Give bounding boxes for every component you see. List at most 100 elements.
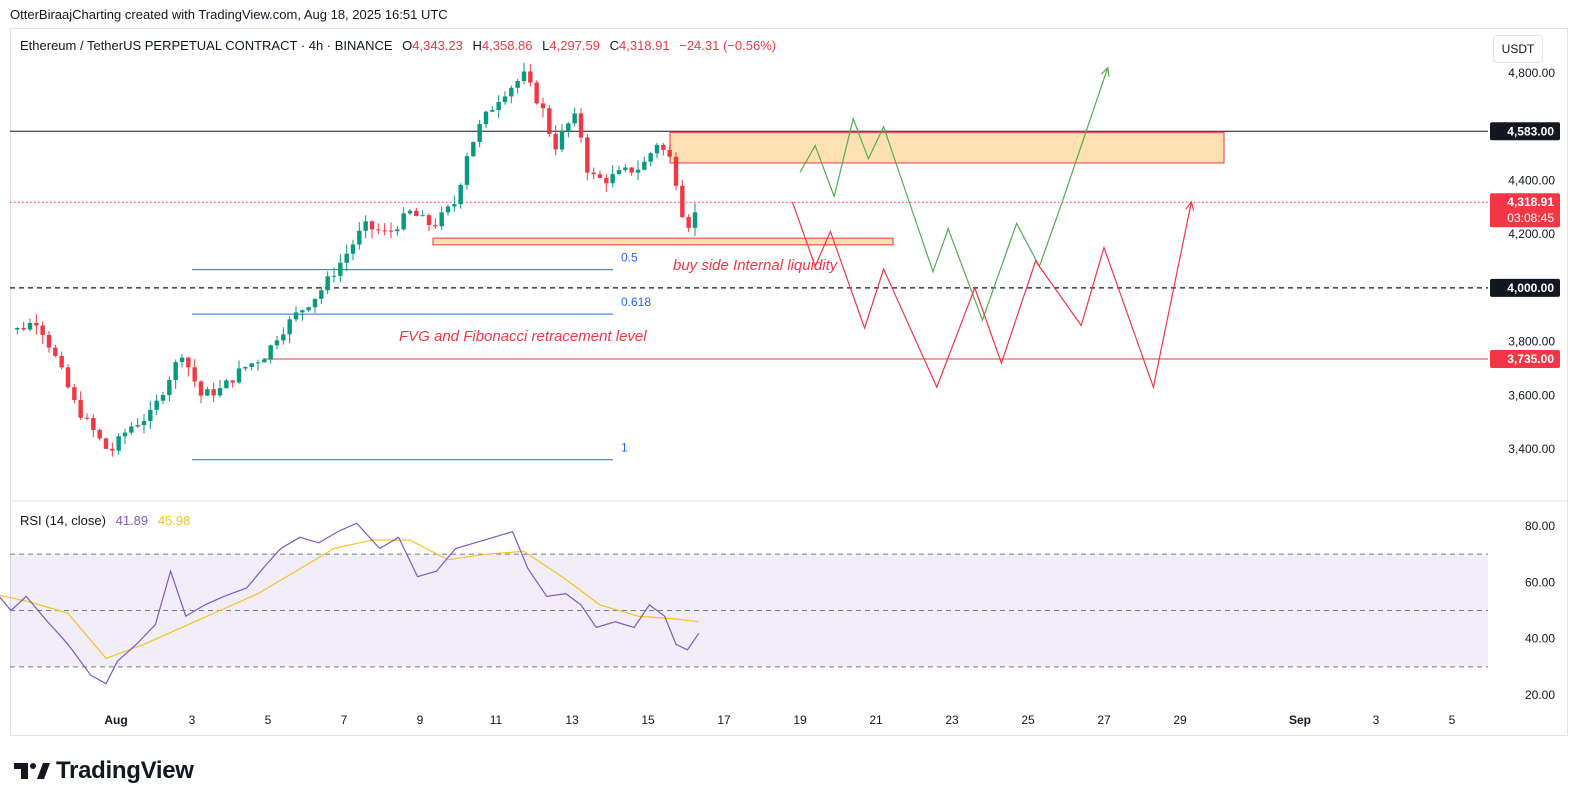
date-tick-label: 27 [1097, 713, 1111, 727]
price-badge-label: 4,583.00 [1507, 124, 1554, 138]
candle-body [547, 108, 552, 134]
supply-zone [669, 132, 1225, 164]
price-badge-label: 3,735.00 [1507, 352, 1554, 366]
price-tick-label: 3,400.00 [1508, 442, 1555, 456]
date-tick-label: 29 [1173, 713, 1187, 727]
candle-body [319, 290, 324, 299]
candle-body [211, 389, 216, 396]
candle-body [160, 395, 166, 401]
candle-body [654, 144, 660, 154]
candle-body [420, 215, 425, 217]
candle-body [110, 448, 115, 451]
candle-body [312, 298, 318, 308]
price-tick-label: 4,200.00 [1508, 227, 1555, 241]
date-tick-label: 19 [793, 713, 807, 727]
candle-body [604, 177, 609, 184]
date-tick-label: 13 [565, 713, 579, 727]
date-tick-label: 25 [1021, 713, 1035, 727]
rsi-tick-label: 40.00 [1525, 632, 1555, 646]
candle-body [591, 172, 596, 175]
candle-body [521, 71, 527, 81]
candle-body [97, 429, 102, 439]
date-tick-label: 5 [265, 713, 272, 727]
candle-body [407, 210, 413, 214]
rsi-line [0, 522, 700, 685]
close-label: C [609, 38, 619, 53]
rsi-tick-label: 60.00 [1525, 575, 1555, 589]
candle-body [78, 400, 83, 418]
candle-body [572, 113, 577, 124]
candle-body [610, 173, 615, 184]
date-tick-label: 17 [717, 713, 731, 727]
candle-body [40, 325, 45, 335]
symbol-title: Ethereum / TetherUS PERPETUAL CONTRACT ·… [20, 38, 393, 53]
chart-frame [10, 28, 1568, 736]
candle-body [15, 327, 20, 330]
candle-body [445, 206, 451, 213]
date-tick-label: 11 [490, 713, 503, 727]
price-tick-label: 4,400.00 [1508, 173, 1555, 187]
candle-body [268, 345, 273, 360]
price-tick-label: 4,800.00 [1508, 66, 1555, 80]
close-value: 4,318.91 [619, 38, 670, 53]
price-badge [1490, 350, 1560, 369]
candle-body [585, 137, 590, 173]
brand-name: TradingView [56, 757, 194, 784]
candle-body [236, 368, 242, 383]
rsi-value: 41.89 [115, 513, 149, 528]
candle-body [46, 334, 52, 348]
candle-body [230, 380, 235, 383]
chart-header: OtterBiraajCharting created with Trading… [10, 7, 448, 22]
high-label: H [472, 38, 482, 53]
candle-body [490, 109, 495, 112]
candle-body [566, 123, 571, 131]
currency-button[interactable]: USDT [1493, 35, 1543, 63]
candle-body [122, 432, 128, 437]
fvg-annotation: FVG and Fibonacci retracement level [399, 328, 647, 345]
candle-body [262, 359, 267, 363]
rsi-legend[interactable]: RSI (14, close) 41.89 45.98 [20, 513, 190, 528]
candle-body [243, 367, 248, 369]
date-tick-label: 23 [945, 713, 959, 727]
candle-body [224, 380, 229, 389]
candle-body [629, 167, 634, 173]
candle-body [502, 96, 508, 103]
candle-body [471, 141, 476, 157]
high-value: 4,358.86 [481, 38, 533, 53]
candle-body [331, 275, 337, 277]
candle-body [692, 212, 698, 228]
candle-body [673, 156, 679, 186]
candle-body [477, 124, 482, 142]
fib-label: 0.5 [621, 251, 638, 265]
tradingview-logo[interactable]: TradingView [14, 757, 194, 785]
rsi-title: RSI (14, close) [20, 513, 106, 528]
candle-body [680, 185, 685, 218]
date-tick-label: Aug [104, 713, 127, 727]
candle-body [458, 184, 463, 205]
candle-body [369, 221, 375, 230]
candle-body [534, 82, 539, 104]
candle-body [553, 133, 558, 150]
candle-body [274, 340, 280, 346]
candle-body [21, 327, 26, 330]
candle-body [53, 347, 58, 356]
candle-body [452, 204, 457, 207]
candle-body [642, 161, 647, 170]
candle-body [306, 307, 311, 311]
price-badge-label: 4,000.00 [1507, 281, 1554, 295]
candle-body [648, 153, 653, 162]
liquidity-zone [432, 237, 894, 246]
candle-body [179, 357, 185, 363]
candle-body [661, 144, 666, 150]
candle-body [91, 418, 96, 430]
candle-body [198, 381, 204, 396]
open-label: O [402, 38, 413, 53]
countdown-label: 03:08:45 [1507, 211, 1554, 225]
candle-body [578, 113, 584, 138]
date-tick-label: 3 [189, 713, 196, 727]
date-tick-label: Sep [1289, 713, 1311, 727]
candle-body [686, 217, 691, 228]
candle-body [483, 111, 489, 125]
symbol-legend[interactable]: Ethereum / TetherUS PERPETUAL CONTRACT ·… [20, 38, 776, 53]
